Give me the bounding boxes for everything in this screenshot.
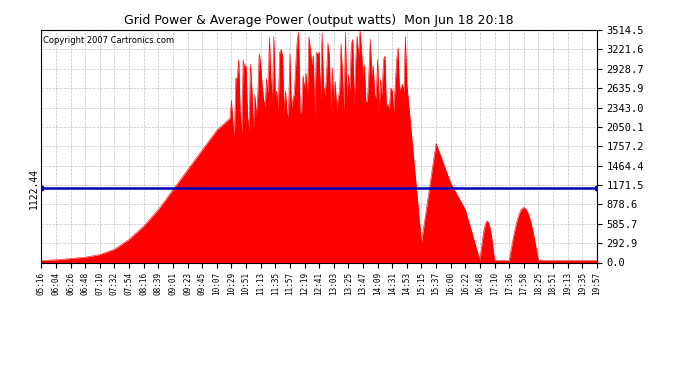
Title: Grid Power & Average Power (output watts)  Mon Jun 18 20:18: Grid Power & Average Power (output watts… <box>124 15 514 27</box>
Text: Copyright 2007 Cartronics.com: Copyright 2007 Cartronics.com <box>43 36 174 45</box>
Text: 1122.44: 1122.44 <box>29 168 39 209</box>
